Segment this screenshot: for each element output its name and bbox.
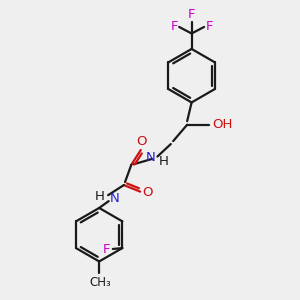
Text: CH₃: CH₃ [89, 276, 111, 289]
Text: O: O [142, 186, 152, 199]
Text: F: F [205, 20, 213, 33]
Text: F: F [102, 243, 110, 256]
Text: N: N [109, 192, 119, 205]
Text: F: F [188, 8, 195, 21]
Text: F: F [170, 20, 178, 33]
Text: N: N [145, 151, 155, 164]
Text: H: H [95, 190, 105, 203]
Text: OH: OH [212, 118, 233, 131]
Text: O: O [136, 135, 147, 148]
Text: H: H [159, 155, 169, 168]
